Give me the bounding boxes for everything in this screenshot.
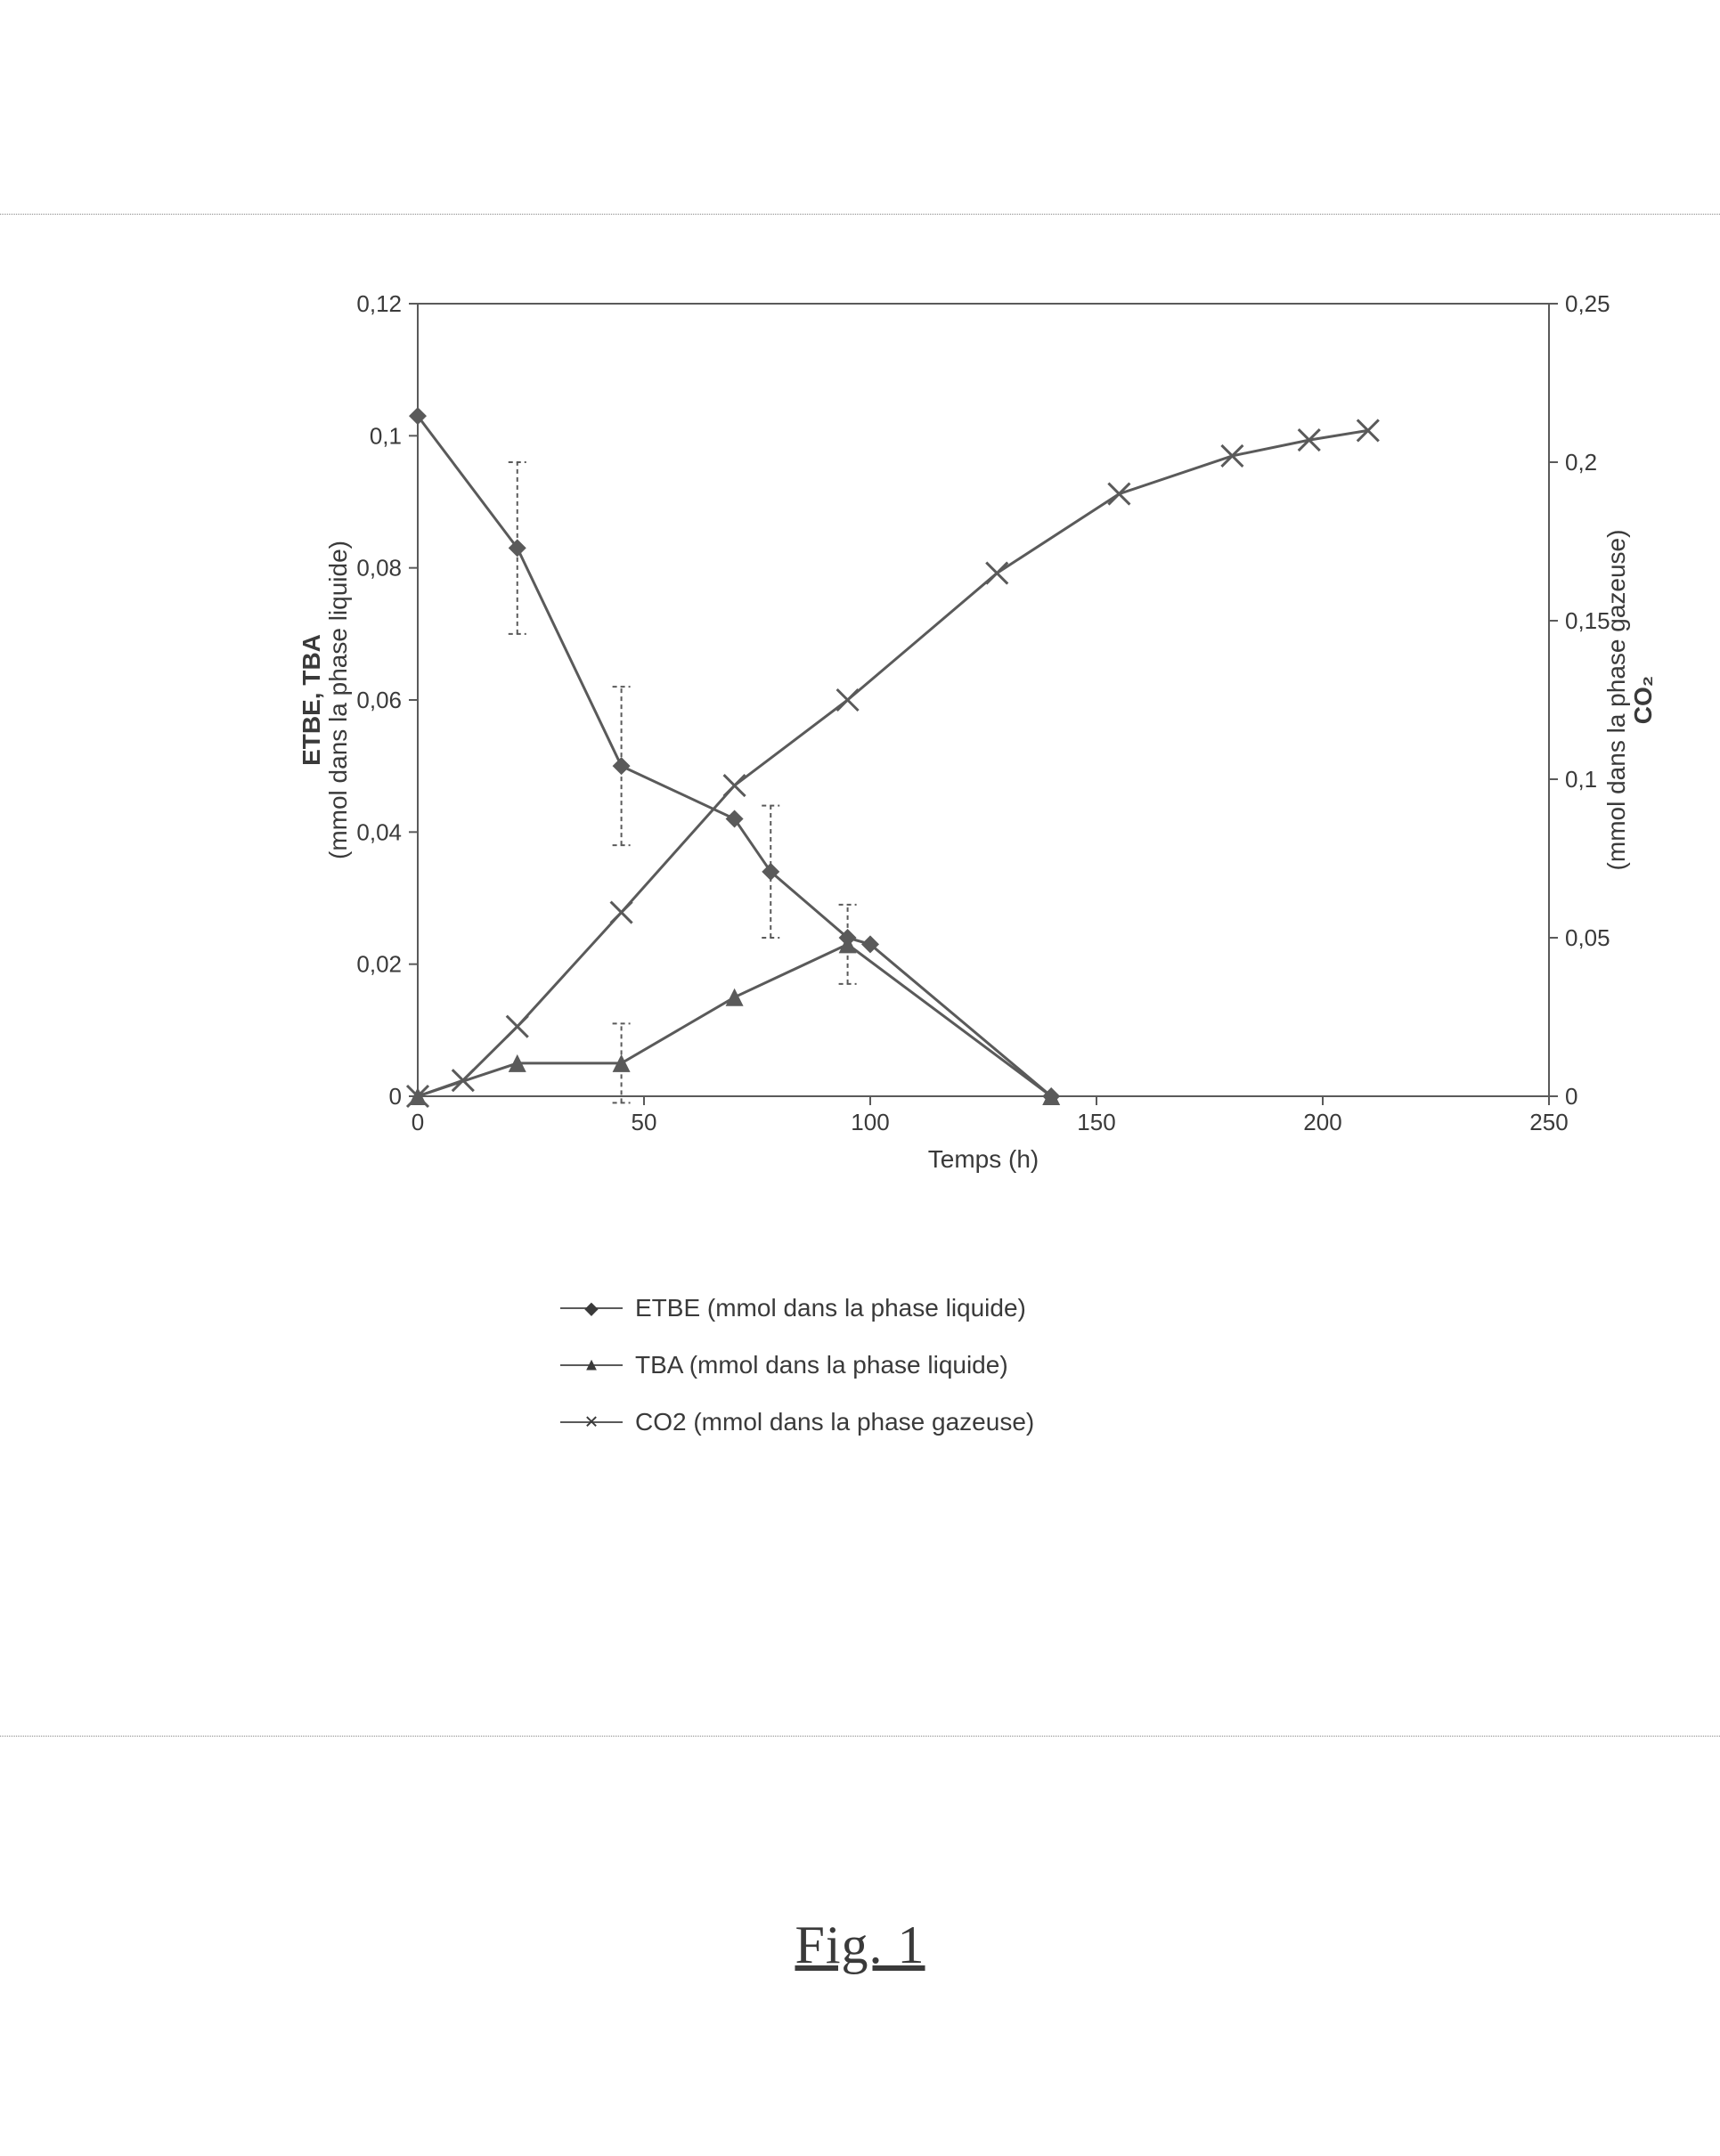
svg-text:(mmol dans la phase liquide): (mmol dans la phase liquide) xyxy=(324,541,352,859)
chart-panel: 0 50 100 150 200 250 Temps (h) 0 0,02 0,04 0,06 0,0… xyxy=(0,214,1720,1737)
svg-text:50: 50 xyxy=(632,1109,657,1135)
svg-text:0,2: 0,2 xyxy=(1565,449,1597,476)
legend-item-tba: ▲ TBA (mmol dans la phase liquide) xyxy=(560,1351,1095,1379)
svg-text:0: 0 xyxy=(412,1109,424,1135)
figure-caption: Fig. 1 xyxy=(795,1915,925,1976)
plot-rotator: 050100150200250Temps (h)00,020,040,060,0… xyxy=(520,41,1447,1439)
legend-label: CO2 (mmol dans la phase gazeuse) xyxy=(635,1408,1034,1436)
chart-svg: 0 50 100 150 200 250 Temps (h) 0 0,02 0,04 0,06 0,0… xyxy=(284,277,1683,1203)
svg-text:0,06: 0,06 xyxy=(356,687,402,713)
page-root: 0 50 100 150 200 250 Temps (h) 0 0,02 0,04 0,06 0,0… xyxy=(0,0,1720,2156)
chart-panel-inner: 0 50 100 150 200 250 Temps (h) 0 0,02 0,04 0,06 0,0… xyxy=(0,215,1720,1736)
svg-text:CO₂: CO₂ xyxy=(1629,676,1657,724)
svg-text:0,02: 0,02 xyxy=(356,951,402,978)
svg-text:0: 0 xyxy=(1565,1083,1577,1110)
svg-text:ETBE, TBA: ETBE, TBA xyxy=(298,634,325,766)
svg-text:0,04: 0,04 xyxy=(356,818,402,845)
triangle-icon: ▲ xyxy=(583,1355,600,1376)
svg-text:0: 0 xyxy=(389,1083,402,1110)
svg-text:0,1: 0,1 xyxy=(370,422,402,449)
diamond-icon: ◆ xyxy=(584,1298,598,1320)
svg-text:0,12: 0,12 xyxy=(356,290,402,317)
legend-item-etbe: ◆ ETBE (mmol dans la phase liquide) xyxy=(560,1294,1095,1322)
svg-text:0,25: 0,25 xyxy=(1565,290,1610,317)
legend: ◆ ETBE (mmol dans la phase liquide) ▲ TB… xyxy=(560,1265,1095,1465)
svg-text:0,08: 0,08 xyxy=(356,555,402,582)
svg-text:100: 100 xyxy=(851,1109,889,1135)
legend-swatch-co2: ✕ xyxy=(560,1421,623,1423)
svg-text:250: 250 xyxy=(1529,1109,1568,1135)
svg-text:(mmol dans la phase gazeuse): (mmol dans la phase gazeuse) xyxy=(1602,530,1630,871)
svg-text:200: 200 xyxy=(1303,1109,1341,1135)
legend-label: TBA (mmol dans la phase liquide) xyxy=(635,1351,1008,1379)
legend-swatch-etbe: ◆ xyxy=(560,1307,623,1309)
legend-item-co2: ✕ CO2 (mmol dans la phase gazeuse) xyxy=(560,1408,1095,1436)
x-icon: ✕ xyxy=(584,1412,599,1434)
svg-text:0,05: 0,05 xyxy=(1565,924,1610,951)
svg-text:Temps (h): Temps (h) xyxy=(928,1145,1039,1173)
svg-text:150: 150 xyxy=(1077,1109,1115,1135)
legend-swatch-tba: ▲ xyxy=(560,1364,623,1366)
svg-text:0,1: 0,1 xyxy=(1565,766,1597,793)
figure-caption-text: Fig. 1 xyxy=(795,1916,925,1974)
legend-label: ETBE (mmol dans la phase liquide) xyxy=(635,1294,1026,1322)
plot-area: 0 50 100 150 200 250 Temps (h) 0 0,02 0,04 0,06 0,0… xyxy=(284,277,1683,1203)
